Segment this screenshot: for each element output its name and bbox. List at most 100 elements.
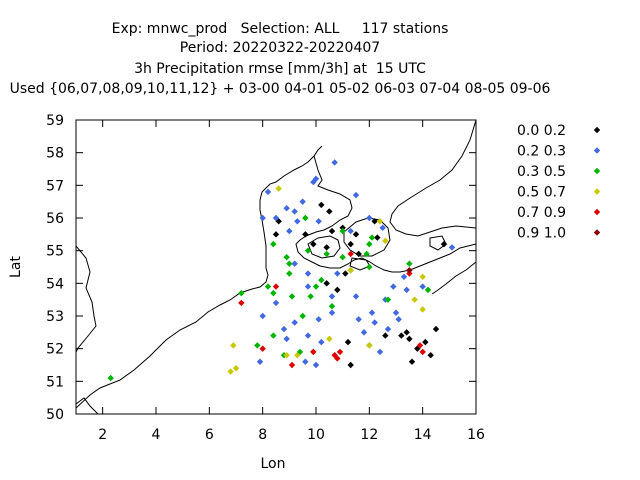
data-point <box>376 348 384 356</box>
data-point <box>334 286 341 294</box>
data-point <box>355 250 362 258</box>
plot-frame <box>75 119 477 415</box>
data-point <box>422 338 429 346</box>
legend-label: 0.7 0.9 <box>517 205 566 221</box>
y-tick-label: 56 <box>46 211 64 227</box>
data-point <box>432 325 440 333</box>
data-point <box>272 283 280 290</box>
chart-title-line-2: Period: 20220322-20220407 <box>179 40 381 56</box>
data-point <box>411 296 418 303</box>
data-point <box>283 254 290 261</box>
x-tick-label: 16 <box>467 427 485 443</box>
data-point <box>406 270 413 277</box>
data-point <box>395 316 402 323</box>
data-point <box>326 335 333 343</box>
data-point <box>352 191 360 199</box>
data-point <box>382 332 389 339</box>
data-point <box>283 335 290 343</box>
data-point <box>288 361 296 369</box>
y-tick-label: 53 <box>46 309 64 325</box>
data-point <box>382 237 389 245</box>
data-point <box>318 201 325 209</box>
data-point <box>368 234 376 241</box>
data-points <box>107 159 456 382</box>
data-point <box>310 240 317 248</box>
data-point <box>328 303 336 310</box>
data-point <box>272 214 280 222</box>
y-tick-label: 50 <box>46 407 64 423</box>
y-tick-label: 51 <box>46 374 64 390</box>
data-point <box>312 283 320 290</box>
data-point <box>304 332 312 339</box>
data-point <box>384 325 392 333</box>
data-point <box>259 312 266 320</box>
data-point <box>371 319 378 326</box>
data-point <box>419 348 426 356</box>
data-point <box>272 231 280 238</box>
data-point <box>424 286 432 294</box>
y-tick-label: 57 <box>46 178 64 194</box>
data-point <box>318 338 325 346</box>
data-point <box>312 175 320 182</box>
data-point <box>286 227 293 235</box>
data-point <box>371 218 378 225</box>
legend-label: 0.2 0.3 <box>517 144 566 160</box>
data-point <box>230 342 237 349</box>
data-point <box>336 348 344 356</box>
data-point <box>334 270 341 277</box>
y-tick-label: 55 <box>46 244 64 260</box>
data-point <box>334 355 341 362</box>
data-point <box>256 358 264 365</box>
x-axis-label: Lon <box>261 456 286 472</box>
data-point <box>419 306 426 313</box>
data-point <box>238 289 245 297</box>
data-point <box>323 244 330 251</box>
data-point <box>347 227 354 235</box>
data-point <box>347 240 354 248</box>
data-point <box>302 214 309 222</box>
data-point <box>366 342 373 349</box>
legend: 0.0 0.2 0.2 0.3 0.3 0.5 0.5 0.7 0.7 0.9 0.9 1… <box>517 123 601 242</box>
data-point <box>294 352 301 359</box>
data-point <box>238 299 245 307</box>
data-point <box>294 218 301 225</box>
x-tick-label: 10 <box>307 427 325 443</box>
data-point <box>323 250 330 258</box>
data-point <box>326 208 333 215</box>
data-point <box>302 358 309 365</box>
y-tick-label: 52 <box>46 342 64 358</box>
data-point <box>302 231 309 238</box>
data-point <box>352 231 360 238</box>
data-point <box>400 273 408 280</box>
data-point <box>272 299 280 307</box>
data-point <box>107 374 114 382</box>
legend-label: 0.0 0.2 <box>517 123 566 139</box>
data-point <box>286 260 293 267</box>
data-point <box>408 358 416 365</box>
data-point <box>342 270 349 277</box>
data-point <box>448 244 456 251</box>
data-point <box>227 368 234 375</box>
data-point <box>347 250 354 258</box>
data-point <box>270 332 277 339</box>
data-point <box>440 240 448 248</box>
data-point <box>254 342 261 349</box>
y-tick-label: 59 <box>46 113 64 129</box>
data-point <box>419 273 426 280</box>
x-tick-label: 8 <box>258 427 267 443</box>
data-point <box>355 316 362 323</box>
data-point <box>344 338 352 346</box>
legend-marker <box>593 208 601 216</box>
data-point <box>339 227 346 235</box>
data-point <box>283 352 290 359</box>
data-point <box>232 365 240 372</box>
data-point <box>318 276 325 284</box>
x-tick-label: 12 <box>360 427 378 443</box>
chart-title-line-1: Exp: mnwc_prod Selection: ALL 117 statio… <box>111 21 449 37</box>
data-point <box>291 208 298 215</box>
legend-marker <box>593 167 601 175</box>
y-axis-label: Lat <box>8 256 24 278</box>
legend-marker <box>593 126 601 134</box>
data-point <box>275 185 282 192</box>
data-point <box>307 293 314 300</box>
